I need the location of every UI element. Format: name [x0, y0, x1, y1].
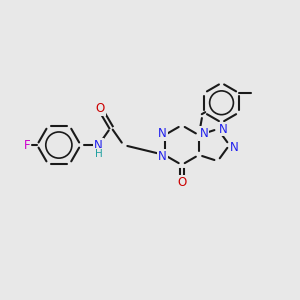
Text: H: H [94, 149, 102, 159]
Text: O: O [177, 176, 186, 189]
Text: O: O [95, 102, 105, 115]
Text: N: N [230, 140, 239, 154]
Text: F: F [24, 139, 31, 152]
Text: N: N [200, 127, 208, 140]
Text: N: N [219, 122, 228, 136]
Text: N: N [94, 139, 103, 152]
Text: N: N [158, 127, 167, 140]
Text: N: N [158, 150, 167, 164]
